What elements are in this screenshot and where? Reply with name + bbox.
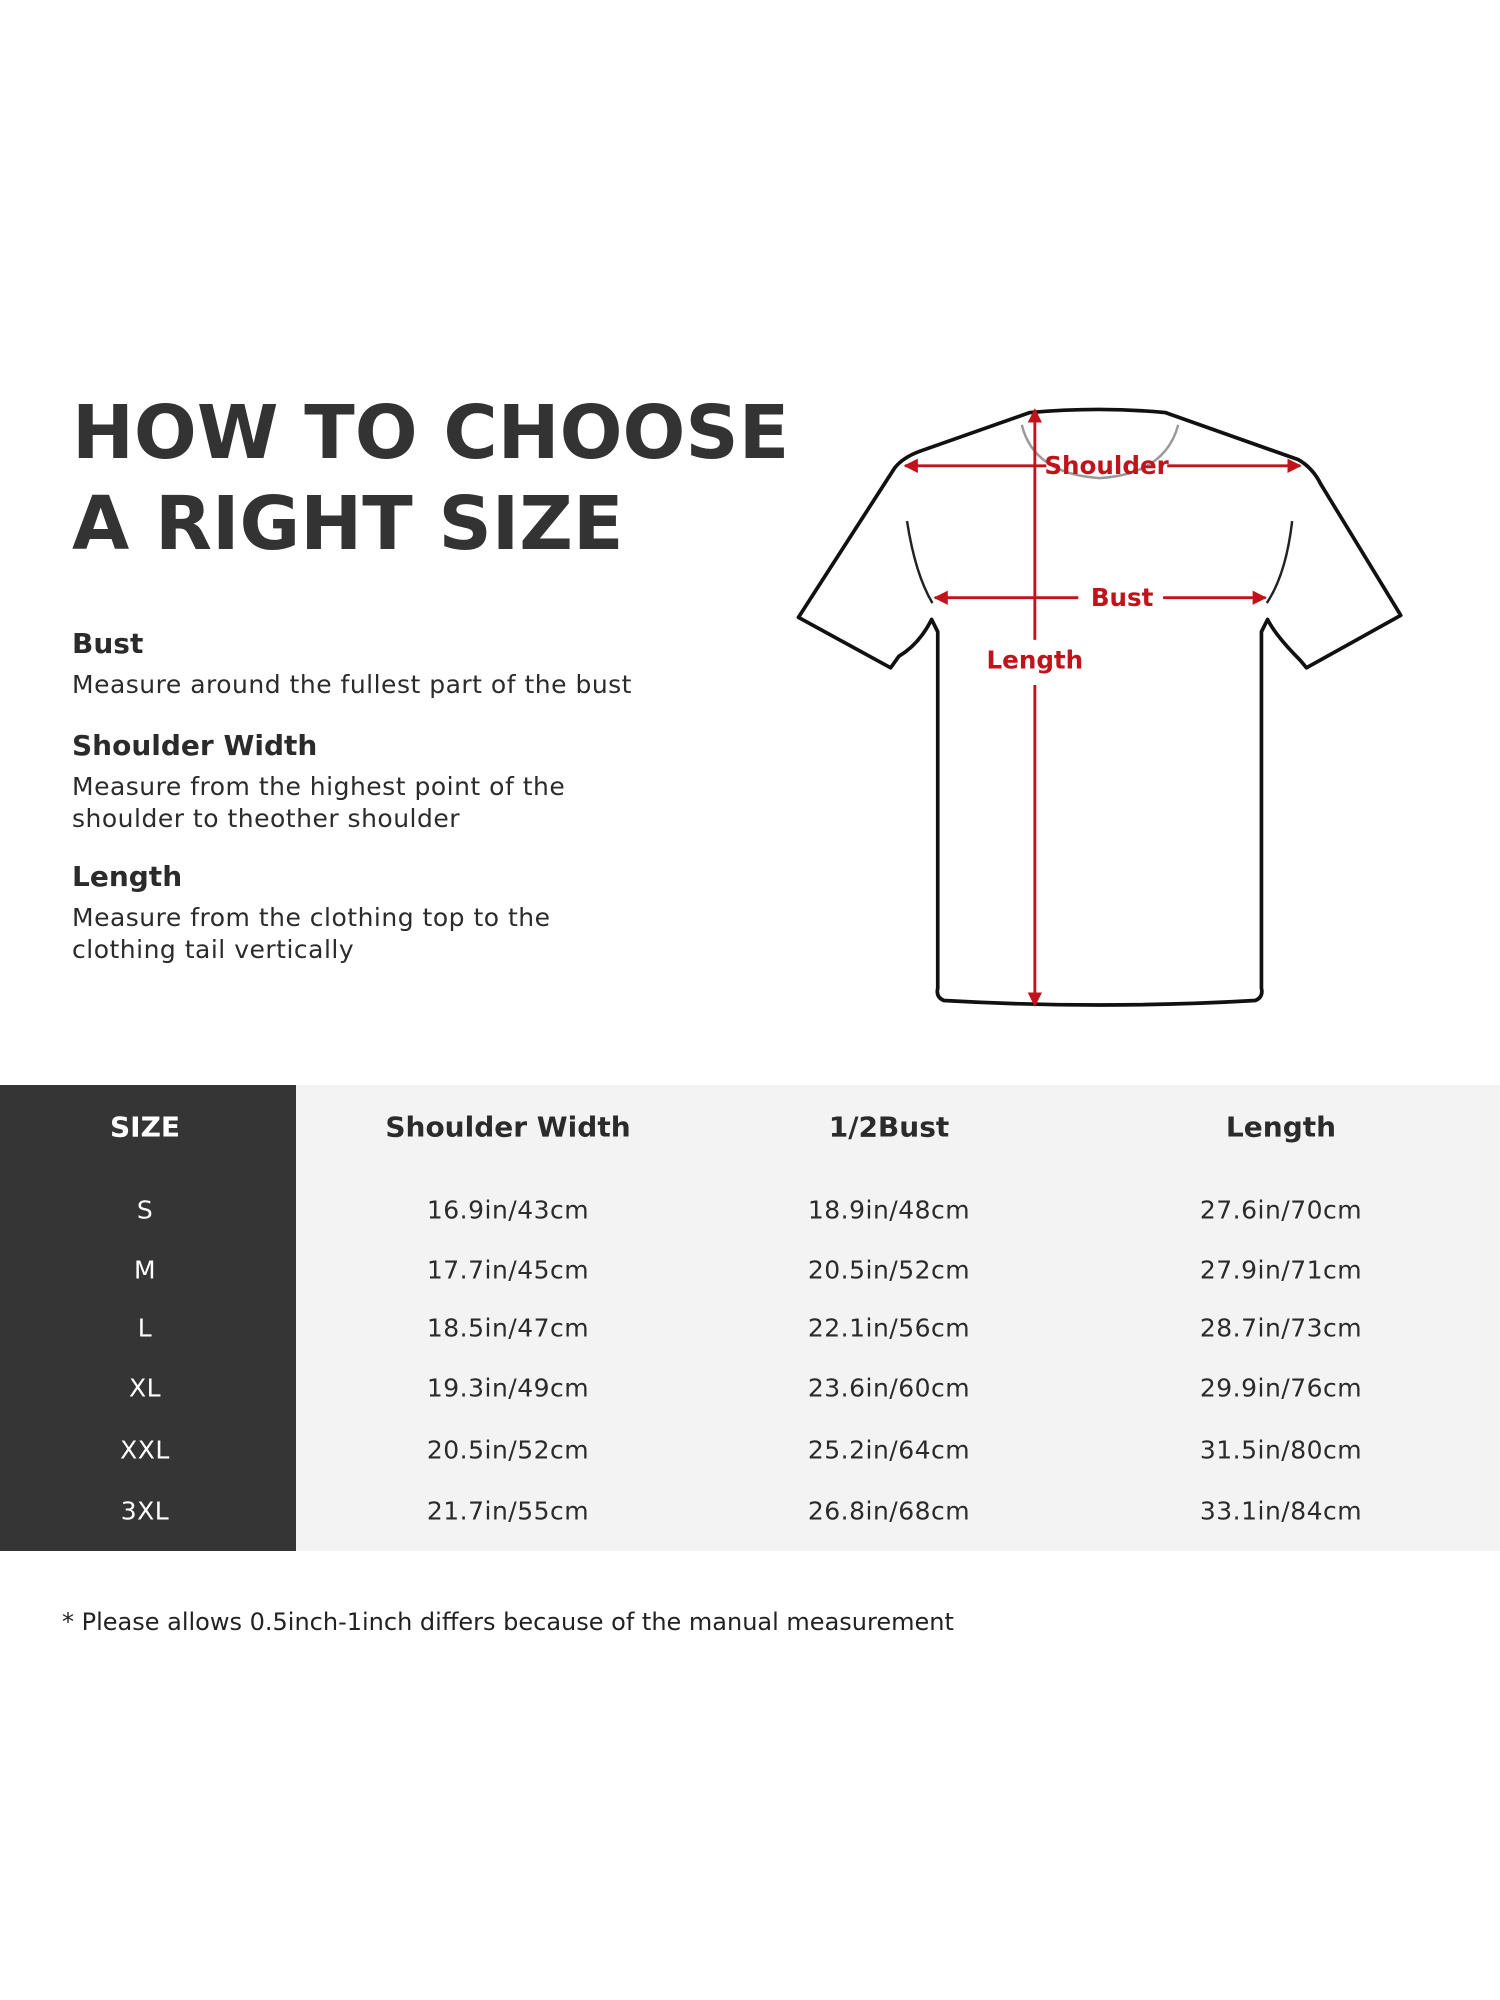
cell-shoulder-width: 21.7in/55cm [426, 1496, 590, 1526]
guide-length-heading: Length [72, 860, 183, 893]
cell-half-bust: 22.1in/56cm [807, 1313, 971, 1343]
header-shoulder-width: Shoulder Width [385, 1110, 631, 1144]
guide-shoulder-desc-2: shoulder to theother shoulder [72, 804, 461, 833]
length-label: Length [987, 646, 1084, 675]
cell-length: 27.9in/71cm [1199, 1255, 1363, 1285]
cell-half-bust: 20.5in/52cm [807, 1255, 971, 1285]
cell-size: XL [128, 1373, 162, 1403]
guide-bust-desc: Measure around the fullest part of the b… [72, 670, 632, 699]
cell-half-bust: 25.2in/64cm [807, 1435, 971, 1465]
cell-size: L [137, 1313, 153, 1343]
cell-size: XXL [120, 1435, 170, 1465]
tshirt-outline [796, 407, 1403, 1007]
guide-bust-heading: Bust [72, 627, 144, 660]
cell-half-bust: 23.6in/60cm [807, 1373, 971, 1403]
guide-shoulder-heading: Shoulder Width [72, 729, 318, 762]
bust-label: Bust [1091, 583, 1154, 612]
cell-length: 31.5in/80cm [1199, 1435, 1363, 1465]
cell-shoulder-width: 19.3in/49cm [426, 1373, 590, 1403]
cell-shoulder-width: 17.7in/45cm [426, 1255, 590, 1285]
tshirt-diagram: Shoulder Bust Length [796, 407, 1403, 1007]
header-half-bust: 1/2Bust [828, 1110, 950, 1144]
guide-length-desc-2: clothing tail vertically [72, 935, 355, 964]
guide-shoulder-desc-1: Measure from the highest point of the [72, 772, 566, 801]
cell-shoulder-width: 16.9in/43cm [426, 1195, 590, 1225]
cell-size: S [136, 1195, 154, 1225]
cell-length: 28.7in/73cm [1199, 1313, 1363, 1343]
cell-length: 27.6in/70cm [1199, 1195, 1363, 1225]
cell-size: 3XL [120, 1496, 170, 1526]
cell-length: 33.1in/84cm [1199, 1496, 1363, 1526]
guide-length-desc-1: Measure from the clothing top to the [72, 903, 551, 932]
header-length: Length [1225, 1110, 1337, 1144]
shoulder-label: Shoulder [1044, 451, 1169, 480]
header-size: SIZE [109, 1110, 181, 1144]
cell-half-bust: 26.8in/68cm [807, 1496, 971, 1526]
cell-length: 29.9in/76cm [1199, 1373, 1363, 1403]
size-table: SIZE Shoulder Width 1/2Bust Length S 16.9in/4… [0, 1085, 1500, 1551]
cell-size: M [133, 1255, 157, 1285]
cell-shoulder-width: 18.5in/47cm [426, 1313, 590, 1343]
title-line-2: A RIGHT SIZE [72, 481, 624, 567]
title-line-1: HOW TO CHOOSE [72, 390, 790, 476]
cell-shoulder-width: 20.5in/52cm [426, 1435, 590, 1465]
size-column-bg [0, 1085, 296, 1551]
footnote: * Please allows 0.5inch-1inch differs be… [62, 1608, 954, 1636]
cell-half-bust: 18.9in/48cm [807, 1195, 971, 1225]
